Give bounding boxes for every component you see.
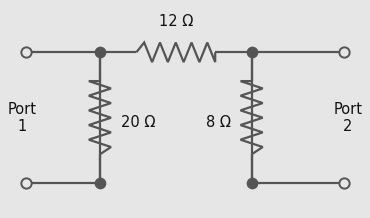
Text: Port
1: Port 1 <box>8 102 37 134</box>
Point <box>341 51 347 54</box>
Text: Port
2: Port 2 <box>333 102 362 134</box>
Text: 8 Ω: 8 Ω <box>206 115 231 129</box>
Point <box>249 181 255 185</box>
Point <box>341 181 347 185</box>
Point <box>249 51 255 54</box>
Point <box>97 181 103 185</box>
Text: 20 Ω: 20 Ω <box>121 115 156 129</box>
Text: 12 Ω: 12 Ω <box>159 14 193 29</box>
Point <box>23 51 29 54</box>
Point <box>23 181 29 185</box>
Point <box>97 51 103 54</box>
